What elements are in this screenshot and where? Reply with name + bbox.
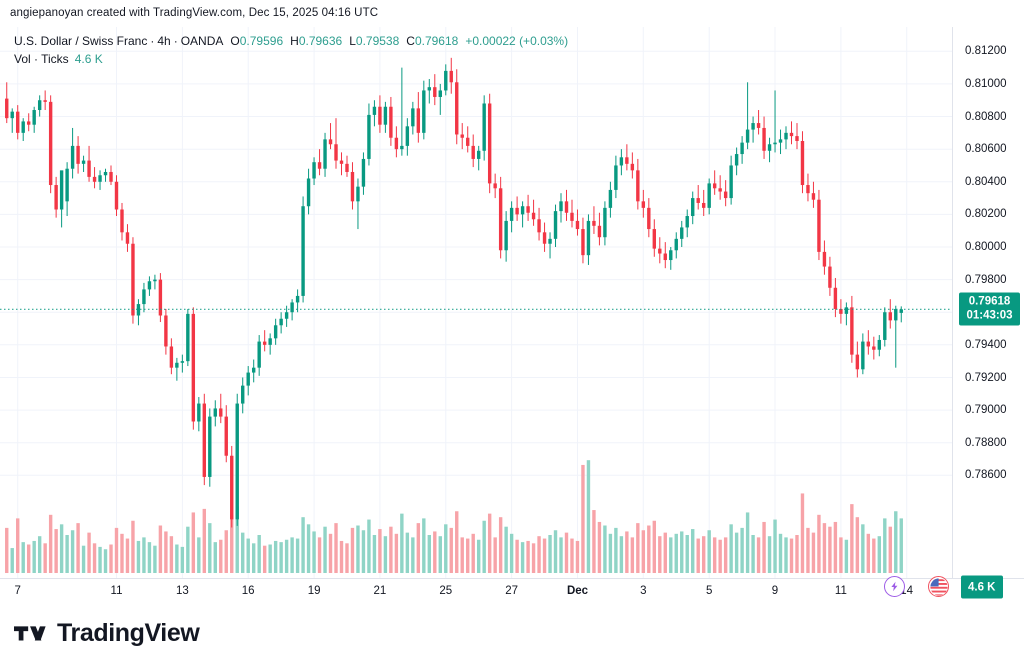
time-tick: 7 [14,585,21,597]
tradingview-logo-icon [14,626,46,641]
time-tick: 13 [175,585,189,597]
price-tick: 0.79000 [965,404,1007,417]
attribution-text: angiepanoyan created with TradingView.co… [10,7,379,19]
time-tick: 21 [373,585,387,597]
time-tick: 5 [705,585,713,597]
candlestick-plot [0,27,952,578]
time-tick: 16 [241,585,255,597]
price-tick: 0.80400 [965,175,1007,188]
lightning-icon[interactable] [884,576,905,597]
footer-bar: TradingView [0,605,1024,661]
time-tick: 27 [505,585,518,597]
price-tick: 0.81200 [965,45,1007,58]
time-scale[interactable]: 7 11 13 16 19 21 25 27 Dec 3 5 9 11 14 [0,578,1024,606]
us-flag-glyph [929,577,948,596]
price-tick: 0.78800 [965,436,1007,449]
price-tick: 0.79200 [965,371,1007,384]
time-tick: 19 [307,585,321,597]
lightning-glyph [891,581,898,592]
price-tick: 0.80800 [965,110,1007,123]
price-tick: 0.78600 [965,469,1007,482]
volume-badge-value: 4.6 K [968,581,996,594]
price-tick: 0.80600 [965,143,1007,156]
time-tick: 3 [640,585,647,597]
tradingview-logo: TradingView [14,618,200,648]
price-tick: 0.80200 [965,208,1007,221]
price-tick: 0.81000 [965,77,1007,90]
volume-value-badge: 4.6 K [961,575,1003,599]
current-price-badge: 0.79618 01:43:03 [959,292,1020,326]
price-tick: 0.80000 [965,241,1007,253]
bar-countdown-timer: 01:43:03 [966,309,1013,322]
chart-plot-area[interactable] [0,27,952,578]
time-tick: 25 [439,585,453,597]
time-tick: 9 [771,585,779,597]
price-tick: 0.79800 [965,273,1007,286]
current-price-value: 0.79618 [968,295,1011,308]
price-scale[interactable]: 0.81200 0.81000 0.80800 0.80600 0.80400 0.802… [952,27,1024,599]
time-tick: 11 [110,585,123,597]
us-flag-icon[interactable] [928,576,949,597]
tradingview-logo-text: TradingView [57,618,200,647]
chart-frame: U.S. Dollar / Swiss Franc · 4h · OANDA O… [0,27,1024,606]
time-tick: Dec [566,585,589,597]
price-tick: 0.79400 [965,338,1007,351]
time-tick: 11 [834,585,847,597]
